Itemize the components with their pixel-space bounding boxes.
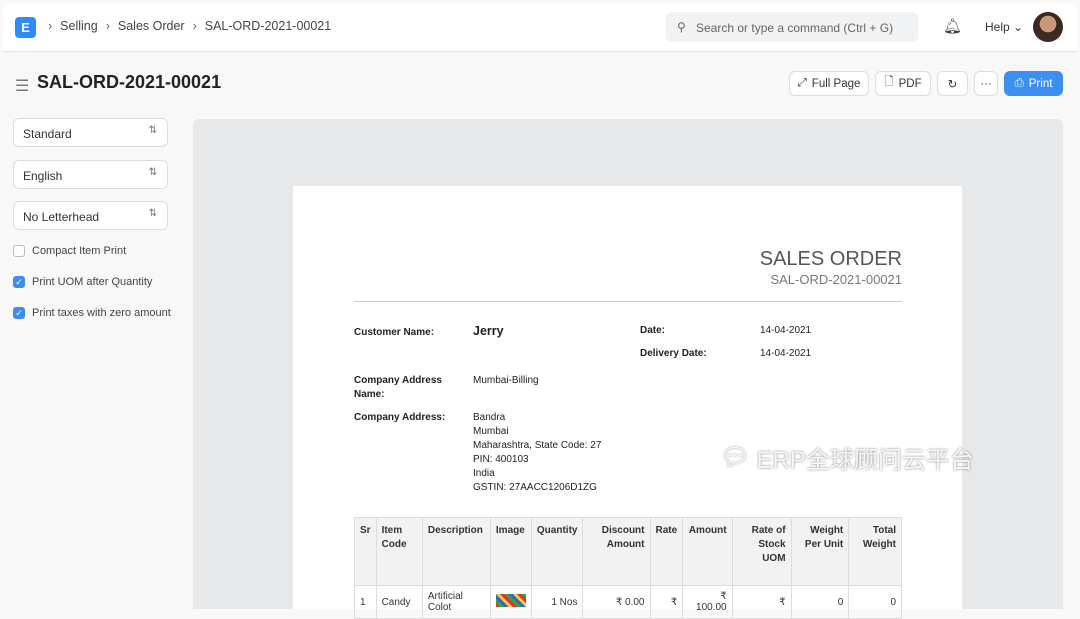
chevron-right-icon: › (192, 19, 197, 33)
col-rate: Rate (649, 517, 684, 586)
date-label: Date: (640, 325, 666, 336)
chevron-right-icon: › (105, 19, 110, 33)
print-format-select[interactable]: Standard ⇅ (13, 118, 168, 147)
avatar[interactable] (1033, 12, 1063, 42)
chevron-right-icon: › (48, 19, 53, 33)
pdf-button[interactable]: 🗋 PDF (875, 71, 931, 96)
chevron-updown-icon: ⇅ (148, 125, 157, 136)
address-line: PIN: 400103 (473, 454, 529, 465)
col-description: Description (421, 517, 491, 586)
breadcrumb-selling[interactable]: Selling (60, 19, 98, 33)
print-uom-checkbox[interactable]: ✓ Print UOM after Quantity (13, 276, 152, 288)
delivery-date-value: 14-04-2021 (760, 348, 812, 359)
checkbox-label: Compact Item Print (32, 245, 127, 257)
company-address-value: Bandra Mumbai Maharashtra, State Code: 2… (473, 411, 601, 495)
pdf-label: PDF (898, 77, 922, 90)
refresh-button[interactable]: ↻ (937, 71, 968, 96)
address-line: Maharashtra, State Code: 27 (473, 440, 602, 451)
language-select[interactable]: English ⇅ (13, 160, 168, 189)
cell-total-weight: 0 (848, 585, 902, 619)
company-address-name-value: Mumbai-Billing (473, 375, 539, 386)
breadcrumb-current[interactable]: SAL-ORD-2021-00021 (204, 19, 332, 33)
item-image (495, 594, 526, 607)
help-label: Help (985, 20, 1010, 34)
breadcrumb: › Selling › Sales Order › SAL-ORD-2021-0002… (48, 19, 331, 33)
full-page-label: Full Page (811, 77, 861, 90)
col-item-code: Item Code (375, 517, 423, 586)
doc-title: SALES ORDER (759, 248, 902, 270)
navbar: E › Selling › Sales Order › SAL-ORD-2021-00… (3, 3, 1077, 52)
col-image: Image (489, 517, 532, 586)
compact-item-print-checkbox[interactable]: Compact Item Print (13, 245, 126, 257)
watermark-text: ERP全球顾问云平台 (756, 447, 974, 474)
date-value: 14-04-2021 (760, 325, 812, 336)
print-format-value: Standard (23, 127, 72, 141)
doc-number: SAL-ORD-2021-00021 (770, 272, 902, 287)
letterhead-select[interactable]: No Letterhead ⇅ (13, 201, 168, 230)
search-icon: ⚲ (677, 20, 686, 34)
cell-weight-per-unit: 0 (790, 585, 850, 619)
cell-amount: ₹ 100.00 (682, 585, 733, 619)
cell-image (489, 585, 532, 619)
cell-item-code: Candy (375, 585, 423, 619)
print-document: SALES ORDER SAL-ORD-2021-00021 Customer … (293, 186, 962, 619)
cell-quantity: 1 Nos (530, 585, 584, 619)
more-icon: ··· (980, 77, 992, 90)
cell-rate: ₹ (649, 585, 684, 619)
table-row: 1 Candy Artificial Colot 1 Nos ₹ 0.00 ₹ … (354, 585, 902, 619)
col-rate-stock-uom: Rate of Stock UOM (731, 517, 792, 586)
menu-icon[interactable]: ☰ (15, 78, 30, 95)
full-page-button[interactable]: ⤢ Full Page (789, 71, 869, 96)
items-table: Sr Item Code Description Image Quantity … (354, 517, 902, 619)
company-address-name-label: Company Address Name: (354, 375, 442, 400)
search-placeholder: Search or type a command (Ctrl + G) (696, 21, 894, 35)
customer-value: Jerry (473, 324, 504, 338)
printer-icon: ⎙ (1014, 77, 1024, 89)
address-line: Mumbai (473, 426, 509, 437)
checkbox-label: Print UOM after Quantity (32, 276, 153, 288)
print-label: Print (1028, 77, 1053, 90)
table-header: Sr Item Code Description Image Quantity … (354, 517, 902, 586)
chevron-updown-icon: ⇅ (148, 167, 157, 178)
breadcrumb-sales-order[interactable]: Sales Order (117, 19, 185, 33)
cell-description: Artificial Colot (421, 585, 491, 619)
cell-sr: 1 (354, 585, 377, 619)
company-address-label: Company Address: (354, 412, 446, 423)
col-total-weight: Total Weight (848, 517, 902, 586)
checkbox-label: Print taxes with zero amount (32, 307, 171, 319)
cell-rate-stock-uom: ₹ (731, 585, 792, 619)
col-weight-per-unit: Weight Per Unit (790, 517, 850, 586)
help-dropdown[interactable]: Help ⌄ (985, 20, 1024, 34)
wechat-icon: 💬︎ (720, 444, 751, 471)
chevron-updown-icon: ⇅ (148, 208, 157, 219)
letterhead-value: No Letterhead (23, 210, 100, 224)
language-value: English (23, 169, 63, 183)
page-title: SAL-ORD-2021-00021 (37, 72, 222, 92)
checkbox-checked[interactable]: ✓ (13, 276, 25, 288)
app-logo[interactable]: E (15, 17, 36, 38)
col-quantity: Quantity (530, 517, 584, 586)
cell-discount: ₹ 0.00 (582, 585, 651, 619)
delivery-date-label: Delivery Date: (640, 348, 707, 359)
print-zero-taxes-checkbox[interactable]: ✓ Print taxes with zero amount (13, 307, 171, 319)
print-button[interactable]: ⎙ Print (1004, 71, 1063, 96)
notification-bell-icon[interactable]: 🔔︎ (943, 18, 963, 35)
expand-icon: ⤢ (797, 77, 807, 89)
col-sr: Sr (354, 517, 377, 586)
file-icon: 🗋 (884, 76, 894, 88)
divider (354, 301, 902, 302)
watermark: 💬︎ ERP全球顾问云平台 (720, 440, 974, 475)
checkbox[interactable] (13, 245, 25, 257)
col-discount: Discount Amount (582, 517, 651, 586)
col-amount: Amount (682, 517, 733, 586)
checkbox-checked[interactable]: ✓ (13, 307, 25, 319)
customer-label: Customer Name: (354, 327, 435, 338)
refresh-icon: ↻ (947, 78, 958, 91)
more-button[interactable]: ··· (974, 71, 998, 96)
search-input[interactable]: ⚲ Search or type a command (Ctrl + G) (666, 12, 918, 42)
address-line: India (473, 468, 495, 479)
address-line: GSTIN: 27AACC1206D1ZG (473, 482, 597, 493)
address-line: Bandra (473, 412, 506, 423)
